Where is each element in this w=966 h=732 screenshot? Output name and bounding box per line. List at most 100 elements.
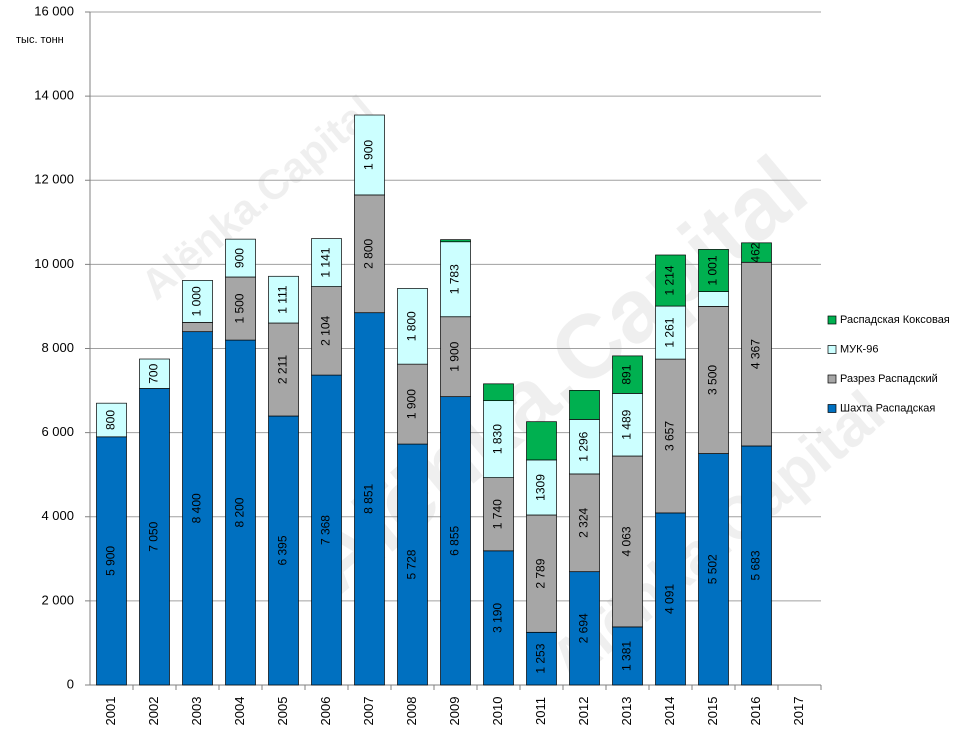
data-label: 1 214 xyxy=(663,265,677,295)
x-tick-label: 2003 xyxy=(189,697,204,726)
x-tick-label: 2016 xyxy=(748,697,763,726)
data-label: 6 855 xyxy=(448,525,462,555)
data-label: 2 789 xyxy=(534,558,548,588)
legend-swatch xyxy=(827,315,837,325)
bar-segment xyxy=(483,550,514,686)
bar-segment xyxy=(354,312,385,686)
bar-segment xyxy=(569,571,600,686)
data-label: 1 141 xyxy=(319,247,333,277)
legend-label: Разрез Распадский xyxy=(840,373,938,385)
x-tick-label: 2012 xyxy=(576,697,591,726)
bar-segment xyxy=(741,261,772,447)
bar-segment xyxy=(569,473,600,573)
bar-segment xyxy=(182,322,213,333)
legend-swatch xyxy=(827,404,837,413)
y-tick-label: 4 000 xyxy=(41,508,74,523)
data-label: 2 324 xyxy=(577,507,591,537)
data-label: 8 400 xyxy=(190,493,204,523)
x-tick-label: 2013 xyxy=(619,697,634,726)
bar-segment xyxy=(698,306,729,454)
legend-label: Распадская Коксовая xyxy=(840,314,950,326)
data-label: 1 261 xyxy=(663,317,677,347)
y-tick-label: 12 000 xyxy=(34,172,74,187)
data-label: 1 740 xyxy=(491,499,505,529)
bar-segment xyxy=(612,355,643,394)
bar-segment xyxy=(612,393,643,457)
bar-segment xyxy=(741,445,772,686)
x-tick-label: 2007 xyxy=(361,697,376,726)
data-label: 7 050 xyxy=(147,521,161,551)
bar-segment xyxy=(96,402,127,438)
bar-segment xyxy=(225,339,256,686)
bar-segment xyxy=(526,421,557,461)
data-label: 1 900 xyxy=(405,389,419,419)
bar-segment xyxy=(311,286,342,376)
data-label: 7 368 xyxy=(319,515,333,545)
bar-segment xyxy=(483,400,514,478)
bar-segment xyxy=(440,396,471,686)
y-tick-label: 2 000 xyxy=(41,592,74,607)
y-tick-label: 16 000 xyxy=(34,3,74,18)
data-label: 4 063 xyxy=(620,526,634,556)
data-label: 5 502 xyxy=(706,554,720,584)
x-tick-label: 2008 xyxy=(404,697,419,726)
data-label: 1 000 xyxy=(190,286,204,316)
data-label: 1 253 xyxy=(534,643,548,673)
data-label: 1 489 xyxy=(620,409,634,439)
y-tick-label: 10 000 xyxy=(34,256,74,271)
bar-segment xyxy=(698,291,729,307)
data-label: 1 900 xyxy=(448,341,462,371)
bar-segment xyxy=(655,305,686,360)
bar-segment xyxy=(354,114,385,196)
data-label: 2 694 xyxy=(577,613,591,643)
x-tick-label: 2015 xyxy=(705,697,720,726)
legend-swatch xyxy=(827,374,837,384)
y-tick-label: 8 000 xyxy=(41,340,74,355)
data-label: 1 111 xyxy=(276,285,290,314)
x-tick-label: 2006 xyxy=(318,697,333,726)
data-label: 4 367 xyxy=(749,339,763,369)
y-tick-label: 0 xyxy=(67,676,74,691)
data-label: 462 xyxy=(749,242,763,262)
bar-segment xyxy=(397,288,428,365)
bar-segment xyxy=(526,514,557,633)
legend-label: МУК-96 xyxy=(840,343,878,355)
y-axis-label: тыс. тонн xyxy=(16,34,64,46)
bar-segment xyxy=(655,254,686,307)
bar-segment xyxy=(96,436,127,686)
data-label: 1 900 xyxy=(362,140,376,170)
data-label: 1 296 xyxy=(577,431,591,461)
data-label: 3 657 xyxy=(663,421,677,451)
watermark: Alёnka.Capital xyxy=(132,86,384,308)
bar-segment xyxy=(569,419,600,475)
data-label: 5 900 xyxy=(104,546,118,576)
data-label: 900 xyxy=(233,248,247,268)
data-label: 2 211 xyxy=(276,355,290,384)
legend-swatch xyxy=(827,345,837,354)
y-tick-label: 14 000 xyxy=(34,88,74,103)
bar-segment xyxy=(440,239,471,243)
data-label: 4 091 xyxy=(663,584,677,614)
x-tick-label: 2002 xyxy=(146,697,161,726)
bar-segment xyxy=(569,390,600,420)
x-tick-label: 2004 xyxy=(232,697,247,726)
bar-segment xyxy=(698,249,729,292)
x-tick-label: 2009 xyxy=(447,697,462,726)
bar-segment xyxy=(182,331,213,686)
data-label: 700 xyxy=(147,363,161,383)
bar-segment xyxy=(311,238,342,287)
bar-segment xyxy=(698,453,729,686)
data-label: 1 830 xyxy=(491,424,505,454)
bar-segment xyxy=(440,316,471,398)
x-tick-label: 2017 xyxy=(791,697,806,726)
x-tick-label: 2014 xyxy=(662,697,677,726)
data-label: 800 xyxy=(104,410,118,430)
bar-segment xyxy=(655,512,686,686)
x-tick-label: 2011 xyxy=(533,697,548,725)
bar-segment xyxy=(139,388,170,686)
data-label: 1 381 xyxy=(620,641,634,671)
x-tick-label: 2005 xyxy=(275,697,290,726)
data-label: 5 683 xyxy=(749,550,763,580)
bar-segment xyxy=(397,363,428,445)
bar-segment xyxy=(741,242,772,263)
